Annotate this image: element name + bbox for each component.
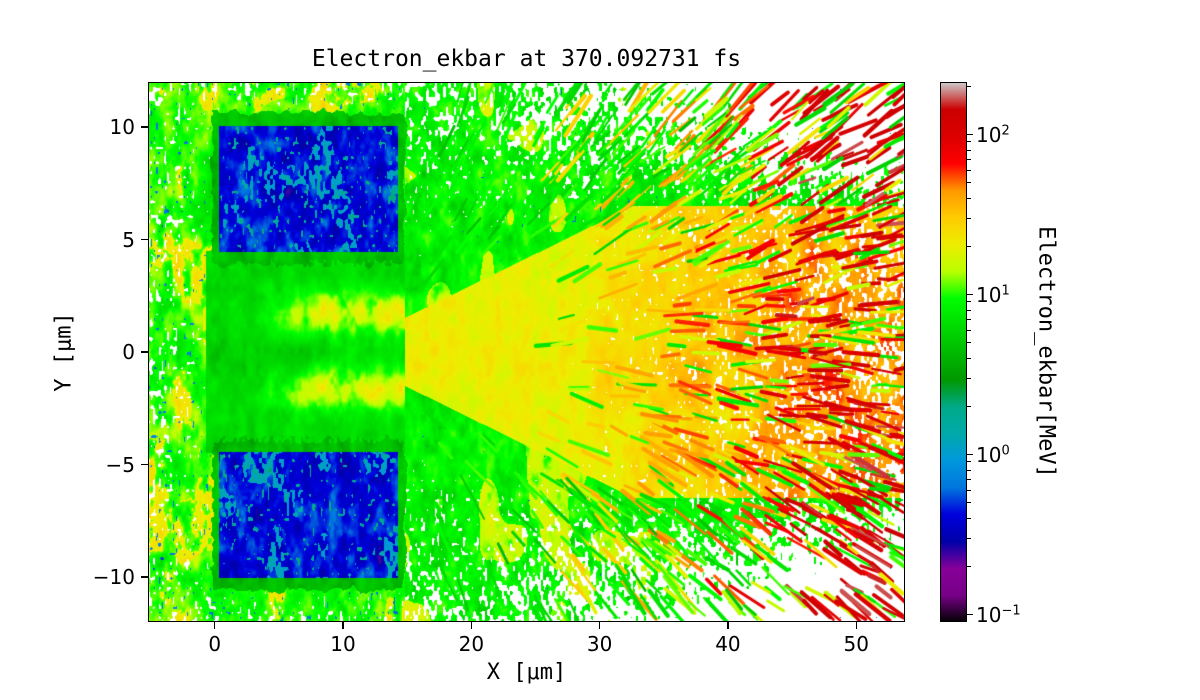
colorbar-minor-tick-mark (967, 489, 971, 491)
x-axis-label: X [μm] (486, 660, 567, 685)
heatmap-plot (148, 82, 905, 622)
colorbar-tick-label: 100 (976, 442, 1010, 467)
colorbar-minor-tick-mark (967, 478, 971, 480)
colorbar-minor-tick-mark (967, 301, 971, 303)
colorbar-tick-mark (967, 133, 973, 136)
x-tick-label: 40 (715, 632, 741, 656)
colorbar-tick-mark (967, 293, 973, 296)
colorbar-minor-tick-mark (967, 517, 971, 519)
colorbar-minor-tick-mark (967, 469, 971, 471)
y-tick-mark (141, 576, 148, 578)
colorbar-tick-mark (967, 613, 973, 616)
colorbar-minor-tick-mark (967, 405, 971, 407)
x-tick-mark (727, 622, 729, 629)
x-tick-label: 50 (843, 632, 869, 656)
y-axis-label: Y [μm] (51, 312, 77, 392)
y-tick-label: 0 (122, 340, 135, 364)
colorbar-tick-label: 101 (976, 282, 1010, 307)
colorbar-minor-tick-mark (967, 377, 971, 379)
y-tick-label: 10 (109, 115, 135, 139)
colorbar-minor-tick-mark (967, 158, 971, 160)
colorbar-minor-tick-mark (967, 197, 971, 199)
colorbar-minor-tick-mark (967, 149, 971, 151)
colorbar-minor-tick-mark (967, 329, 971, 331)
colorbar-minor-tick-mark (967, 141, 971, 143)
y-tick-mark (141, 351, 148, 353)
heatmap-canvas (148, 82, 905, 622)
x-tick-label: 30 (586, 632, 613, 656)
y-tick-label: 5 (122, 227, 135, 252)
colorbar-tick-label: 102 (976, 122, 1010, 147)
y-tick-mark (141, 463, 148, 466)
chart-title: Electron_ekbar at 370.092731 fs (311, 46, 742, 72)
colorbar-minor-tick-mark (967, 537, 971, 539)
x-tick-label: 10 (330, 632, 356, 656)
x-tick-mark (598, 622, 601, 629)
colorbar-minor-tick-mark (967, 357, 971, 359)
y-tick-mark (141, 238, 148, 241)
colorbar-minor-tick-mark (967, 182, 971, 184)
colorbar-canvas (940, 82, 967, 622)
colorbar-minor-tick-mark (967, 342, 971, 344)
x-tick-label: 0 (208, 632, 222, 656)
colorbar-minor-tick-mark (967, 169, 971, 171)
colorbar-minor-tick-mark (967, 85, 971, 87)
colorbar-minor-tick-mark (967, 318, 971, 320)
colorbar-minor-tick-mark (967, 217, 971, 219)
colorbar-minor-tick-mark (967, 565, 971, 567)
x-tick-mark (342, 622, 344, 629)
x-tick-mark (214, 622, 216, 629)
y-tick-label: −5 (105, 452, 135, 477)
colorbar-minor-tick-mark (967, 245, 971, 247)
x-tick-mark (470, 622, 473, 629)
colorbar-minor-tick-mark (967, 461, 971, 463)
x-tick-label: 20 (458, 632, 485, 656)
colorbar-minor-tick-mark (967, 309, 971, 311)
colorbar-tick-label: 10−1 (976, 602, 1021, 627)
colorbar-tick-mark (967, 453, 973, 456)
colorbar-label: Electron_ekbar[MeV] (1033, 226, 1059, 478)
colorbar (940, 82, 967, 622)
y-tick-label: −10 (92, 565, 135, 589)
colorbar-minor-tick-mark (967, 502, 971, 504)
y-tick-mark (141, 126, 148, 128)
x-tick-mark (855, 622, 857, 629)
